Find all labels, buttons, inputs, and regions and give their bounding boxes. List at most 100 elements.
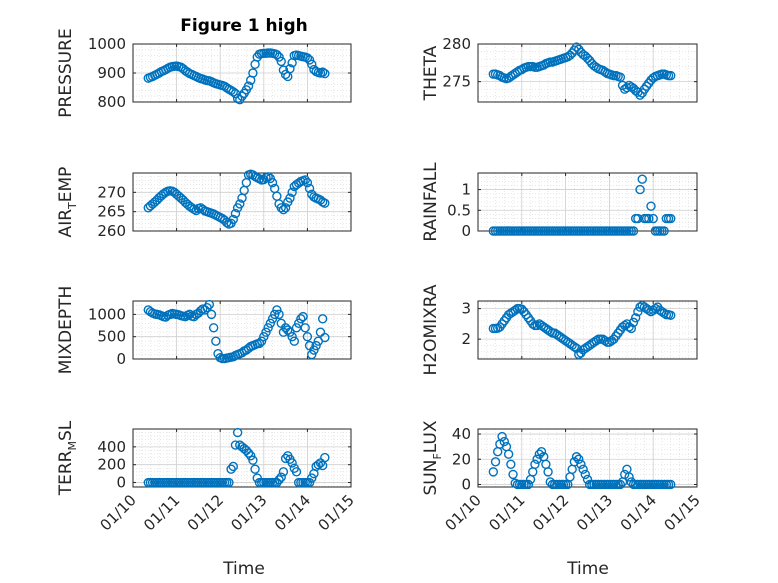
data-point bbox=[615, 479, 626, 490]
data-point bbox=[578, 464, 588, 475]
data-point bbox=[633, 213, 643, 224]
data-point bbox=[285, 63, 295, 74]
y-axis-label: PRESSURE bbox=[56, 28, 76, 117]
data-point bbox=[648, 213, 658, 224]
data-point bbox=[508, 469, 518, 480]
y-tick-label: 275 bbox=[442, 73, 471, 91]
data-point bbox=[313, 459, 323, 470]
y-tick-label: 900 bbox=[97, 64, 126, 82]
y-tick-label: 500 bbox=[97, 328, 126, 346]
data-point bbox=[287, 458, 297, 468]
data-point bbox=[633, 306, 643, 317]
data-point bbox=[525, 474, 536, 485]
y-axis-label: AIRTEMP bbox=[56, 167, 79, 238]
data-point bbox=[615, 72, 626, 82]
x-tick-label: 01/15 bbox=[661, 491, 704, 534]
data-point bbox=[278, 467, 289, 477]
x-tick-label: 01/11 bbox=[485, 491, 528, 534]
data-point bbox=[204, 299, 215, 310]
x-axis-label-left: Time bbox=[222, 559, 265, 579]
axes-box bbox=[477, 43, 698, 103]
data-point bbox=[304, 477, 315, 488]
data-point bbox=[280, 453, 291, 464]
data-point bbox=[296, 314, 306, 324]
data-point bbox=[307, 473, 317, 483]
y-axis-label: H2OMIXRA bbox=[421, 284, 441, 375]
data-point bbox=[278, 327, 289, 337]
x-tick-label: 01/11 bbox=[140, 491, 183, 534]
data-point bbox=[311, 340, 321, 351]
data-point bbox=[278, 205, 289, 215]
data-point bbox=[228, 87, 238, 97]
data-point bbox=[307, 59, 317, 70]
data-point bbox=[291, 467, 302, 477]
data-point bbox=[320, 452, 330, 463]
data-point bbox=[287, 331, 297, 342]
data-point bbox=[304, 55, 315, 65]
axes-box bbox=[132, 300, 352, 360]
data-point bbox=[317, 67, 328, 77]
data-point bbox=[287, 187, 297, 198]
y-tick-label: 0 bbox=[461, 475, 471, 493]
axes-box bbox=[132, 172, 352, 232]
data-point bbox=[304, 183, 315, 194]
data-point bbox=[293, 318, 304, 329]
data-point bbox=[493, 446, 503, 457]
data-point bbox=[285, 327, 295, 337]
data-point bbox=[274, 52, 284, 62]
data-point bbox=[490, 457, 501, 467]
data-point bbox=[300, 323, 310, 333]
y-tick-label: 1 bbox=[461, 181, 471, 199]
y-tick-label: 260 bbox=[97, 222, 126, 240]
data-point bbox=[302, 177, 313, 188]
data-point bbox=[624, 472, 634, 482]
data-point bbox=[276, 203, 286, 213]
x-tick-label: 01/15 bbox=[315, 491, 358, 534]
data-point bbox=[248, 455, 258, 465]
data-point bbox=[644, 305, 654, 315]
data-point bbox=[267, 314, 278, 324]
data-point bbox=[523, 479, 534, 490]
data-point bbox=[626, 323, 636, 334]
data-point bbox=[283, 325, 293, 335]
data-point bbox=[307, 349, 317, 360]
data-point bbox=[208, 323, 219, 333]
data-point bbox=[536, 446, 547, 457]
y-tick-label: 0 bbox=[116, 350, 126, 368]
data-point bbox=[243, 448, 254, 458]
data-point bbox=[530, 459, 540, 470]
data-point bbox=[630, 313, 641, 323]
data-point bbox=[635, 184, 645, 195]
figure-title: Figure 1 high bbox=[180, 16, 308, 36]
data-point bbox=[235, 199, 245, 209]
subplot-rainfall: 0 0.5 1 RAINFALL bbox=[421, 162, 698, 242]
data-point bbox=[302, 331, 313, 342]
x-tick-label: 01/13 bbox=[573, 491, 616, 534]
data-point bbox=[635, 90, 645, 100]
data-point bbox=[574, 454, 584, 464]
data-point bbox=[580, 469, 591, 480]
y-tick-label: 1000 bbox=[88, 35, 126, 53]
y-tick-label: 3 bbox=[461, 300, 471, 318]
data-point bbox=[666, 213, 676, 224]
subplot-sun-flux: 0 20 40 01/10 01/11 01/12 01/13 01/14 01/15 SUNFL… bbox=[421, 420, 704, 534]
y-tick-label: 2 bbox=[461, 330, 471, 348]
data-point bbox=[320, 68, 330, 79]
data-point bbox=[278, 65, 289, 75]
data-point bbox=[254, 338, 265, 349]
data-point bbox=[644, 213, 654, 224]
data-point bbox=[246, 451, 256, 461]
y-tick-label: 0 bbox=[116, 474, 126, 492]
data-point bbox=[666, 479, 676, 490]
data-point bbox=[591, 335, 601, 346]
y-tick-label: 0.5 bbox=[447, 201, 471, 219]
data-point bbox=[276, 472, 286, 482]
data-point bbox=[267, 177, 278, 188]
data-point bbox=[206, 309, 217, 320]
data-point bbox=[320, 332, 330, 343]
data-point bbox=[300, 175, 310, 185]
data-point bbox=[230, 208, 241, 219]
y-tick-label: 265 bbox=[97, 203, 126, 221]
